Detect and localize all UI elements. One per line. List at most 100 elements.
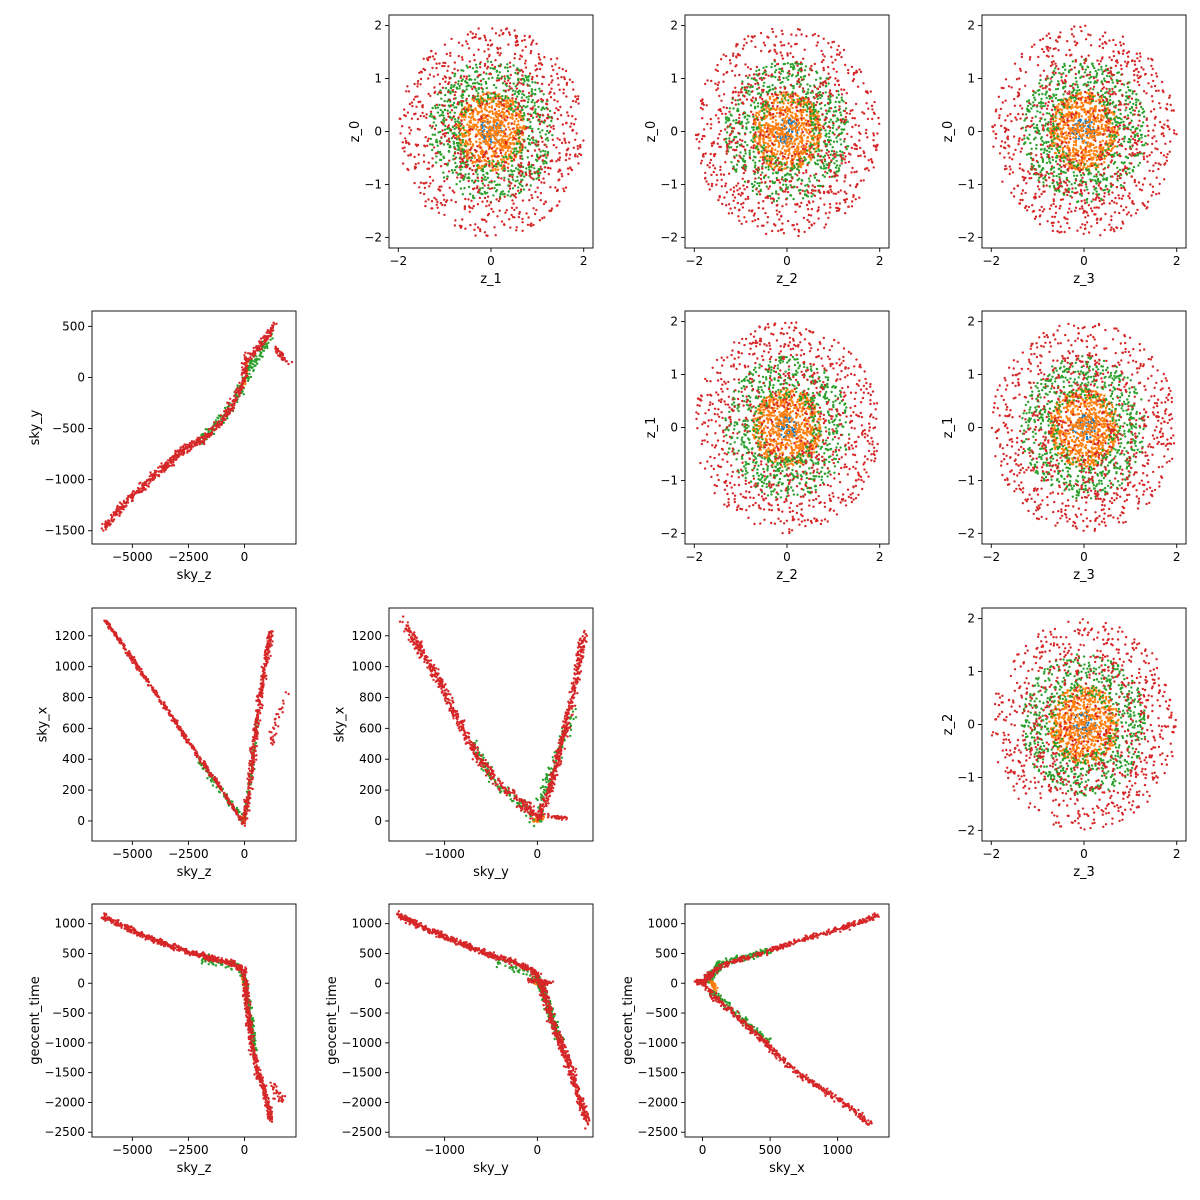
data-point (526, 84, 530, 87)
data-point (772, 125, 775, 128)
data-point (452, 142, 456, 145)
data-point (812, 200, 815, 203)
data-point (807, 128, 811, 131)
data-point (543, 143, 546, 146)
data-point (786, 190, 790, 194)
data-point (832, 110, 836, 113)
data-point (477, 87, 480, 91)
data-point (472, 204, 475, 208)
data-point (752, 214, 756, 217)
data-point (754, 45, 757, 49)
data-point (778, 166, 782, 169)
y-tick-label: −1 (660, 177, 678, 191)
data-point (728, 142, 731, 145)
data-point (451, 88, 454, 92)
data-point (729, 207, 732, 210)
data-point (825, 77, 828, 80)
data-point (503, 138, 507, 142)
data-point (786, 62, 789, 65)
data-point (787, 42, 790, 45)
data-point (819, 76, 822, 80)
data-point (754, 78, 757, 82)
data-point (454, 120, 457, 124)
data-point (532, 164, 535, 167)
data-point (814, 119, 817, 122)
data-point (829, 188, 832, 191)
y-axis-label: z_0 (644, 121, 659, 143)
data-point (489, 116, 493, 119)
data-point (787, 122, 791, 125)
data-point (757, 73, 760, 76)
data-point (552, 124, 555, 128)
data-point (741, 192, 744, 195)
data-point (560, 76, 563, 79)
data-point (522, 140, 526, 143)
data-point (810, 127, 813, 130)
data-point (724, 112, 727, 116)
data-point (760, 224, 764, 227)
data-point (539, 191, 543, 195)
data-point (540, 120, 543, 123)
data-point (789, 180, 793, 183)
x-axis-label: z_1 (480, 272, 502, 287)
data-point (443, 204, 447, 207)
data-point (740, 222, 743, 225)
data-point (844, 101, 848, 105)
data-point (795, 162, 798, 166)
data-point (511, 97, 514, 100)
data-point (440, 185, 443, 188)
data-point (533, 110, 537, 113)
data-point (519, 180, 523, 183)
data-point (509, 65, 512, 69)
data-point (734, 86, 737, 90)
data-point (798, 171, 801, 174)
data-point (416, 79, 420, 83)
data-point (783, 109, 786, 112)
data-point (472, 196, 475, 199)
data-point (403, 150, 406, 153)
data-point (495, 79, 499, 82)
data-point (796, 71, 800, 75)
data-point (450, 169, 454, 172)
data-point (514, 196, 518, 199)
data-point (776, 213, 779, 216)
data-point (824, 223, 828, 226)
data-point (498, 183, 501, 186)
data-point (479, 104, 482, 108)
data-point (791, 124, 794, 127)
data-point (797, 152, 801, 155)
data-point (498, 34, 501, 37)
data-point (834, 100, 837, 104)
data-point (462, 108, 466, 111)
data-point (800, 128, 804, 131)
data-point (818, 189, 821, 192)
data-point (796, 94, 800, 98)
data-point (735, 63, 738, 67)
data-point (799, 61, 803, 64)
data-point (459, 76, 462, 79)
data-point (525, 76, 528, 79)
data-point (791, 95, 795, 98)
data-point (1097, 124, 1100, 128)
data-point (526, 137, 530, 140)
data-point (474, 234, 477, 237)
data-point (751, 220, 754, 223)
data-point (801, 197, 805, 200)
data-point (524, 59, 527, 62)
data-point (434, 152, 437, 155)
data-point (813, 85, 817, 89)
data-point (728, 59, 732, 62)
data-point (719, 129, 723, 133)
data-point (515, 206, 518, 209)
data-point (701, 117, 704, 120)
data-point (451, 171, 455, 174)
data-point (805, 110, 809, 113)
data-point (444, 87, 448, 90)
data-point (563, 139, 566, 142)
data-point (830, 149, 834, 153)
data-point (497, 199, 501, 203)
data-point (435, 62, 438, 65)
data-point (462, 157, 465, 160)
data-point (734, 121, 738, 125)
data-point (716, 63, 719, 67)
